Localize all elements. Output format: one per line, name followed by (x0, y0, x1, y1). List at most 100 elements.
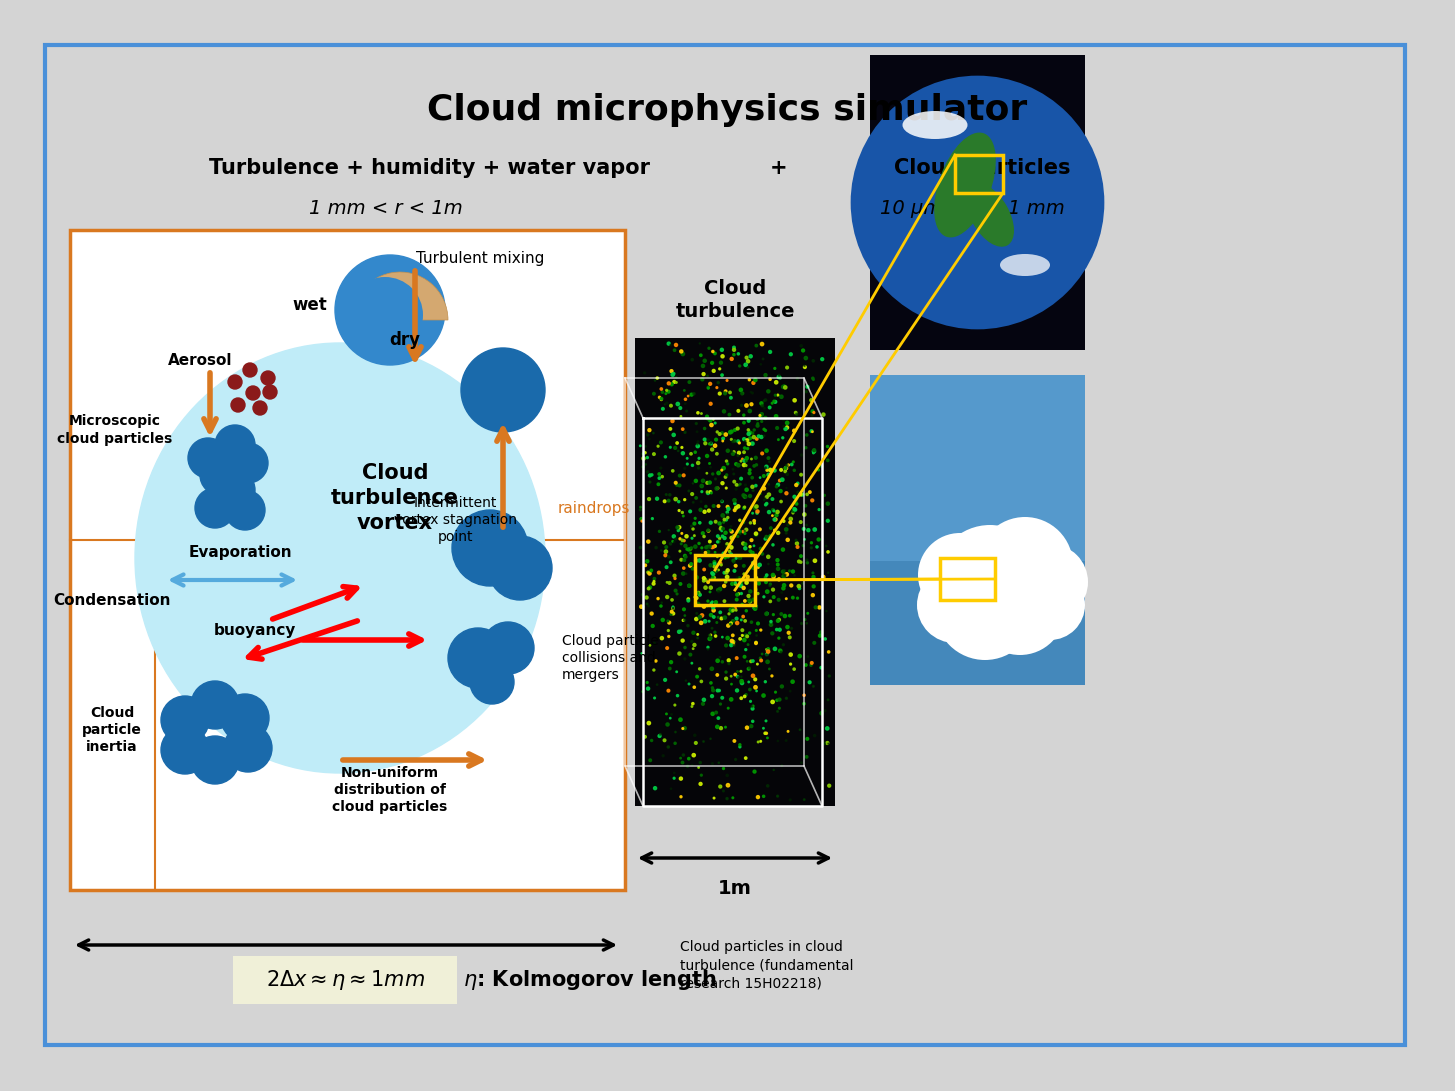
Point (792, 341, 815, 359)
Point (661, 603, 684, 621)
Point (764, 683, 787, 700)
Point (675, 565, 698, 583)
Point (796, 551, 819, 568)
Point (706, 548, 729, 565)
Point (755, 495, 778, 513)
Point (669, 622, 693, 639)
Point (643, 690, 666, 707)
Point (697, 539, 720, 556)
Point (685, 604, 709, 622)
Point (730, 396, 754, 413)
Point (704, 563, 728, 580)
Point (793, 357, 816, 374)
Circle shape (482, 622, 534, 674)
Point (687, 535, 710, 552)
Point (719, 521, 742, 539)
Point (761, 507, 784, 525)
Point (783, 501, 806, 518)
Point (706, 480, 729, 497)
Point (749, 649, 773, 667)
Point (767, 732, 790, 750)
Point (642, 424, 665, 442)
Point (786, 538, 809, 555)
Point (716, 777, 739, 794)
Point (633, 728, 656, 745)
Point (674, 650, 697, 668)
Point (726, 528, 749, 546)
Point (735, 449, 758, 467)
Point (709, 719, 732, 736)
Point (777, 624, 800, 642)
Point (684, 472, 707, 490)
Point (749, 621, 773, 638)
Point (691, 525, 714, 542)
Text: buoyancy: buoyancy (214, 623, 297, 637)
Point (739, 396, 762, 413)
Point (659, 709, 682, 727)
Point (693, 598, 716, 615)
Point (755, 489, 778, 506)
Point (745, 598, 768, 615)
Point (672, 612, 695, 630)
Point (755, 640, 778, 658)
Point (730, 668, 754, 685)
Point (698, 626, 722, 644)
Point (656, 739, 679, 756)
Point (709, 515, 732, 532)
Point (679, 544, 703, 562)
Point (761, 395, 784, 412)
Point (703, 555, 726, 573)
Point (722, 635, 745, 652)
Point (662, 528, 685, 546)
Point (732, 443, 755, 460)
Point (666, 493, 690, 511)
Point (720, 350, 744, 368)
Point (738, 425, 761, 443)
Text: 1 mm < r < 1m: 1 mm < r < 1m (308, 199, 463, 217)
Circle shape (162, 696, 210, 744)
Point (728, 523, 751, 540)
Point (687, 449, 710, 467)
Point (697, 521, 720, 539)
Point (768, 471, 792, 489)
Point (658, 335, 681, 352)
Point (669, 788, 693, 805)
Point (711, 430, 735, 447)
Point (764, 640, 787, 658)
Point (748, 469, 771, 487)
Point (685, 668, 709, 685)
Circle shape (470, 660, 514, 704)
Point (767, 630, 790, 647)
Point (722, 600, 745, 618)
Point (631, 787, 655, 804)
Point (752, 588, 776, 606)
Point (700, 484, 723, 502)
Point (684, 552, 707, 570)
Point (706, 423, 729, 441)
Point (677, 482, 700, 500)
Point (730, 596, 754, 613)
Point (675, 540, 698, 558)
Point (781, 563, 805, 580)
Circle shape (246, 386, 260, 400)
Point (729, 574, 752, 591)
Point (783, 660, 806, 678)
Point (736, 547, 760, 564)
Point (704, 415, 728, 432)
Point (774, 459, 797, 477)
Point (802, 444, 825, 461)
Point (725, 576, 748, 594)
Point (669, 575, 693, 592)
Point (738, 435, 761, 453)
Point (741, 712, 764, 730)
Point (770, 493, 793, 511)
Point (698, 458, 722, 476)
Text: Evaporation: Evaporation (188, 544, 292, 560)
Point (767, 612, 790, 630)
Point (688, 754, 711, 771)
Point (752, 687, 776, 705)
Point (764, 360, 787, 377)
Point (809, 627, 832, 645)
FancyBboxPatch shape (233, 956, 457, 1004)
Point (684, 443, 707, 460)
